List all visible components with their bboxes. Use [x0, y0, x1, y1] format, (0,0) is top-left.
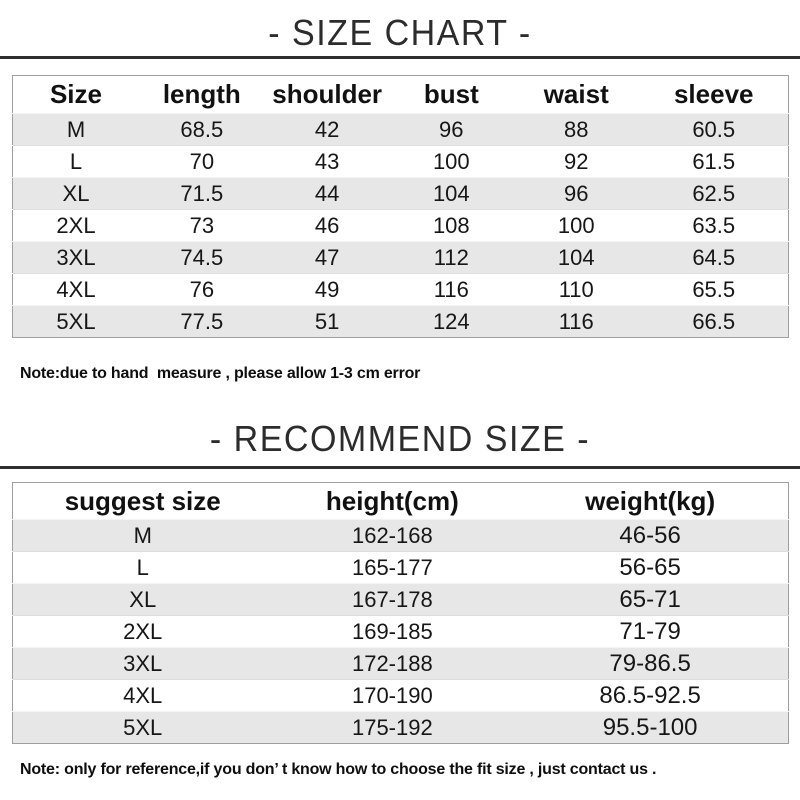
table-cell: 108	[389, 209, 513, 242]
table-cell: 71-79	[512, 615, 789, 648]
column-header-waist: waist	[512, 75, 640, 114]
recommend-size-divider	[0, 466, 800, 469]
table-cell: 60.5	[639, 113, 789, 146]
table-cell: M	[12, 519, 273, 552]
table-cell: 47	[264, 241, 390, 274]
table-cell: 71.5	[138, 177, 265, 210]
table-cell: 124	[389, 305, 513, 338]
table-row-4xl: 4XL 170-190 86.5-92.5	[12, 679, 789, 712]
column-header-suggest-size: suggest size	[12, 482, 273, 520]
table-row-5xl: 5XL 77.5 51 124 116 66.5	[12, 305, 789, 338]
table-cell: 44	[264, 177, 390, 210]
table-cell: 79-86.5	[512, 647, 789, 680]
table-cell: 73	[138, 209, 265, 242]
table-cell: 100	[389, 145, 513, 178]
table-cell: 64.5	[639, 241, 789, 274]
table-cell: 74.5	[138, 241, 265, 274]
table-row-4xl: 4XL 76 49 116 110 65.5	[12, 273, 789, 306]
table-cell: 104	[389, 177, 513, 210]
table-row-3xl: 3XL 172-188 79-86.5	[12, 647, 789, 680]
column-header-sleeve: sleeve	[639, 75, 789, 114]
column-header-size: Size	[12, 75, 139, 114]
column-header-bust: bust	[389, 75, 513, 114]
table-cell: 77.5	[138, 305, 265, 338]
table-cell: M	[12, 113, 139, 146]
table-cell: 170-190	[272, 679, 513, 712]
measure-error-note: Note:due to hand measure , please allow …	[20, 365, 421, 382]
table-cell: L	[12, 145, 139, 178]
table-cell: 110	[512, 273, 640, 306]
table-row-3xl: 3XL 74.5 47 112 104 64.5	[12, 241, 789, 274]
table-cell: 92	[512, 145, 640, 178]
table-cell: 2XL	[12, 615, 273, 648]
table-cell: 95.5-100	[512, 711, 789, 744]
table-cell: 2XL	[12, 209, 139, 242]
table-cell: 96	[389, 113, 513, 146]
table-cell: 3XL	[12, 241, 139, 274]
table-header-row: suggest size height(cm) weight(kg)	[12, 482, 789, 520]
table-cell: 172-188	[272, 647, 513, 680]
table-row-xl: XL 167-178 65-71	[12, 583, 789, 616]
table-cell: XL	[12, 583, 273, 616]
table-row-5xl: 5XL 175-192 95.5-100	[12, 711, 789, 744]
table-cell: 56-65	[512, 551, 789, 584]
table-cell: XL	[12, 177, 139, 210]
table-row-l: L 165-177 56-65	[12, 551, 789, 584]
table-cell: 5XL	[12, 711, 273, 744]
table-cell: 49	[264, 273, 390, 306]
table-row-l: L 70 43 100 92 61.5	[12, 145, 789, 178]
column-header-weight: weight(kg)	[512, 482, 789, 520]
table-cell: 88	[512, 113, 640, 146]
table-cell: 66.5	[639, 305, 789, 338]
table-cell: 61.5	[639, 145, 789, 178]
column-header-height: height(cm)	[272, 482, 513, 520]
table-cell: 68.5	[138, 113, 265, 146]
table-row-2xl: 2XL 73 46 108 100 63.5	[12, 209, 789, 242]
size-chart-divider	[0, 56, 800, 59]
table-cell: 43	[264, 145, 390, 178]
table-cell: 165-177	[272, 551, 513, 584]
table-cell: 175-192	[272, 711, 513, 744]
table-cell: 63.5	[639, 209, 789, 242]
table-cell: 65-71	[512, 583, 789, 616]
table-cell: 46	[264, 209, 390, 242]
table-cell: 70	[138, 145, 265, 178]
table-cell: 46-56	[512, 519, 789, 552]
table-cell: 62.5	[639, 177, 789, 210]
table-cell: 4XL	[12, 679, 273, 712]
size-chart-title: - SIZE CHART -	[268, 13, 532, 54]
table-cell: 3XL	[12, 647, 273, 680]
table-row-m: M 68.5 42 96 88 60.5	[12, 113, 789, 146]
table-cell: 65.5	[639, 273, 789, 306]
table-cell: 42	[264, 113, 390, 146]
table-cell: 86.5-92.5	[512, 679, 789, 712]
reference-note: Note: only for reference,if you don’ t k…	[20, 761, 657, 778]
table-cell: 104	[512, 241, 640, 274]
table-row-2xl: 2XL 169-185 71-79	[12, 615, 789, 648]
column-header-length: length	[138, 75, 265, 114]
table-cell: 169-185	[272, 615, 513, 648]
table-cell: 116	[512, 305, 640, 338]
table-cell: 162-168	[272, 519, 513, 552]
table-row-m: M 162-168 46-56	[12, 519, 789, 552]
table-cell: 112	[389, 241, 513, 274]
recommend-size-title: - RECOMMEND SIZE -	[209, 419, 591, 460]
table-cell: 51	[264, 305, 390, 338]
recommend-size-table: suggest size height(cm) weight(kg) M 162…	[12, 482, 789, 744]
table-cell: 76	[138, 273, 265, 306]
table-cell: 167-178	[272, 583, 513, 616]
table-cell: 4XL	[12, 273, 139, 306]
table-header-row: Size length shoulder bust waist sleeve	[12, 75, 789, 114]
table-cell: L	[12, 551, 273, 584]
column-header-shoulder: shoulder	[264, 75, 390, 114]
size-chart-table: Size length shoulder bust waist sleeve M…	[12, 75, 789, 338]
table-cell: 96	[512, 177, 640, 210]
table-cell: 5XL	[12, 305, 139, 338]
table-row-xl: XL 71.5 44 104 96 62.5	[12, 177, 789, 210]
table-cell: 116	[389, 273, 513, 306]
table-cell: 100	[512, 209, 640, 242]
